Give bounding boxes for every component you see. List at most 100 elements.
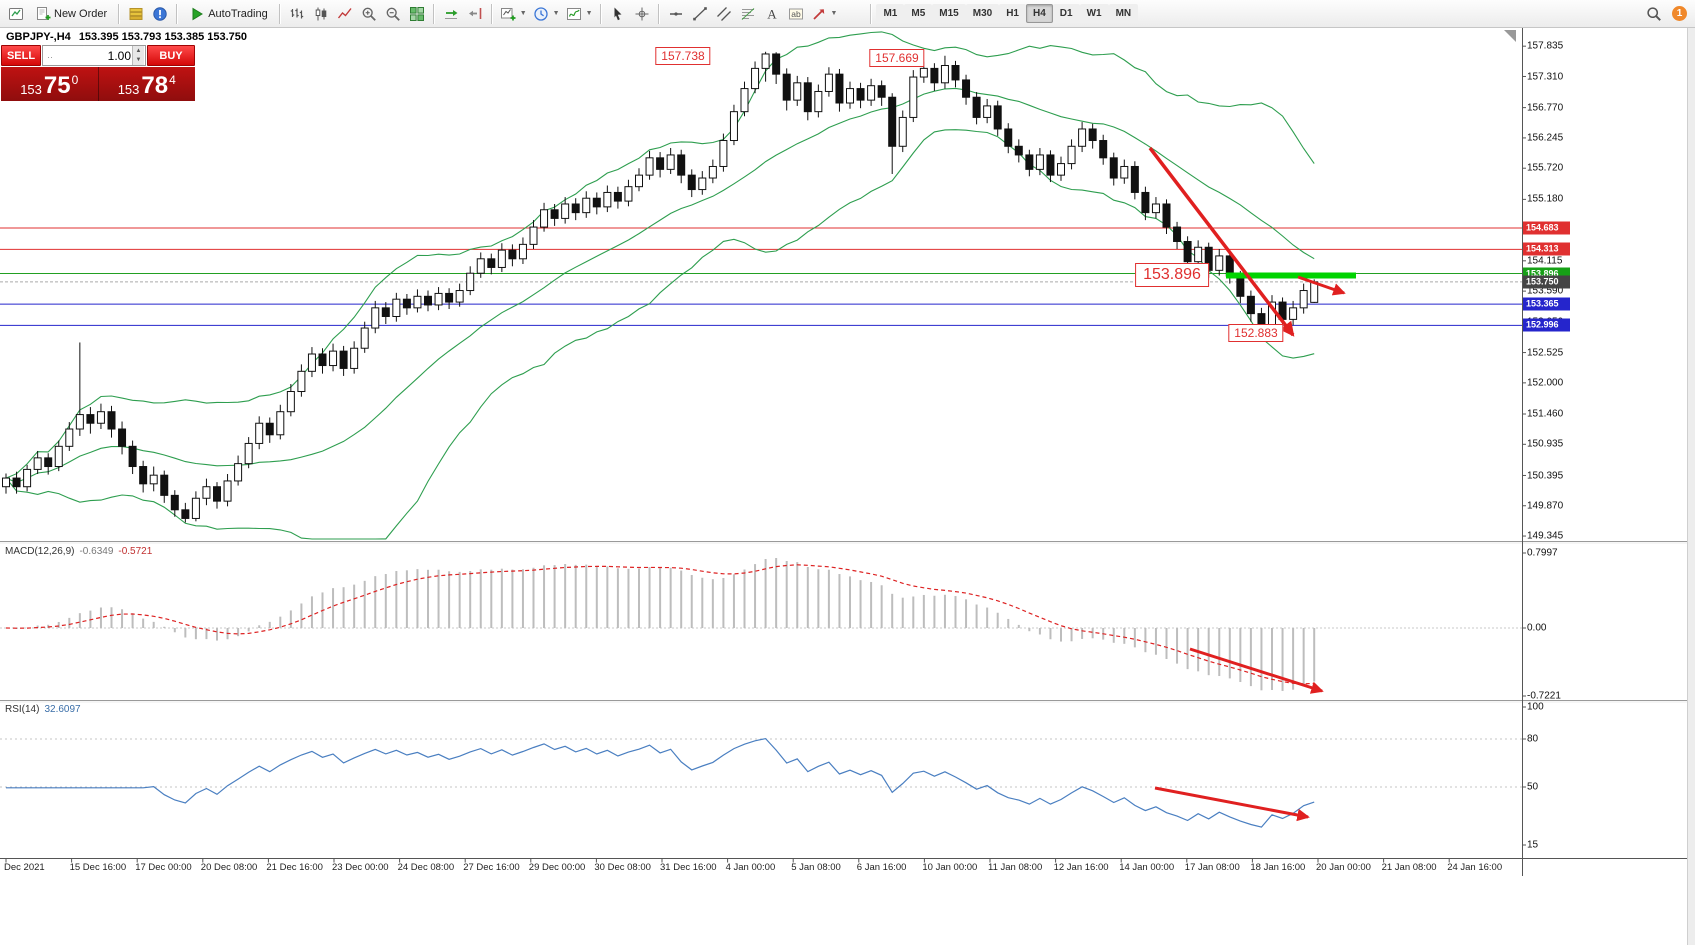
channel-tool-button[interactable] <box>712 3 736 25</box>
sell-price-pips: 75 <box>43 72 71 99</box>
price-tag-153.365: 153.365 <box>1523 297 1570 311</box>
market-watch-button[interactable] <box>124 3 148 25</box>
vertical-scrollbar[interactable] <box>1687 28 1695 945</box>
arrows-tool-icon <box>811 6 827 22</box>
notification-badge[interactable]: 1 <box>1672 6 1687 21</box>
period-clock-icon <box>533 6 549 22</box>
data-window-button[interactable] <box>148 3 172 25</box>
autotrading-button[interactable]: AutoTrading <box>182 3 275 25</box>
trendline-tool-button[interactable] <box>688 3 712 25</box>
volume-spin-buttons[interactable]: ▲ ▼ <box>132 46 144 65</box>
indicators-icon <box>566 6 582 22</box>
line-chart-button[interactable] <box>333 3 357 25</box>
time-axis-label: 4 Jan 00:00 <box>725 862 776 873</box>
macd-axis-label: 0.7997 <box>1527 547 1558 559</box>
price-annotation-157.669[interactable]: 157.669 <box>869 49 925 67</box>
price-annotation-152.883[interactable]: 152.883 <box>1228 324 1284 342</box>
time-axis-label: 17 Dec 00:00 <box>135 862 192 873</box>
fibo-icon <box>740 6 756 22</box>
autotrading-icon <box>189 6 205 22</box>
timeframe-h4[interactable]: H4 <box>1025 4 1053 23</box>
timeframe-h1[interactable]: H1 <box>999 4 1026 23</box>
new-order-button[interactable]: New Order <box>28 3 114 25</box>
fibonacci-tool-button[interactable] <box>736 3 760 25</box>
bollinger-bands <box>5 31 1315 540</box>
candlestick-chart-button[interactable] <box>309 3 333 25</box>
price-axis-label: 150.395 <box>1527 470 1564 481</box>
line-chart-icon <box>337 6 353 22</box>
toolbar-separator <box>657 3 660 24</box>
volume-stepper[interactable]: ‥ 1.00 ▲ ▼ <box>42 45 146 66</box>
timeframe-mn[interactable]: MN <box>1108 4 1139 23</box>
buy-price-display[interactable]: 153 78 4 <box>97 67 196 101</box>
new-chart-plus-icon <box>500 6 516 22</box>
volume-up-icon[interactable]: ▲ <box>132 46 144 56</box>
sell-button[interactable]: SELL <box>1 45 41 66</box>
time-axis-label: 12 Jan 16:00 <box>1053 862 1109 873</box>
toolbar-separator <box>432 3 435 24</box>
time-axis-label: 24 Dec 08:00 <box>397 862 455 873</box>
time-axis-label: Dec 2021 <box>4 862 45 873</box>
text-tool-button[interactable]: A <box>760 3 784 25</box>
sell-price-base: 153 <box>20 82 42 97</box>
rsi-name: RSI(14) <box>5 704 40 715</box>
chart-shift-button[interactable] <box>463 3 487 25</box>
symbol-header: GBPJPY-,H4 153.395 153.793 153.385 153.75… <box>6 31 247 43</box>
price-axis-label: 154.115 <box>1527 255 1563 267</box>
ohlc-bars-icon <box>289 6 305 22</box>
macd-indicator-label: MACD(12,26,9) -0.6349 -0.5721 <box>5 546 152 557</box>
time-axis-label: 20 Dec 08:00 <box>200 862 258 873</box>
bid-ask-display: 153 75 0 153 78 4 <box>1 67 195 101</box>
timeframe-w1[interactable]: W1 <box>1079 4 1109 23</box>
price-tag-154.313: 154.313 <box>1523 242 1570 256</box>
label-tool-button[interactable]: ab <box>784 3 808 25</box>
tile-windows-button[interactable] <box>405 3 429 25</box>
timeframe-m5[interactable]: M5 <box>904 4 933 23</box>
dropdown-caret-icon: ▼ <box>552 10 560 17</box>
candles-icon <box>313 6 329 22</box>
periods-dropdown[interactable]: ▼ <box>530 3 563 25</box>
trend-arrow-1 <box>1148 146 1295 337</box>
hline-icon <box>668 6 684 22</box>
crosshair-tool-button[interactable] <box>630 3 654 25</box>
toolbar-separator <box>870 3 873 24</box>
price-axis-label: 153.590 <box>1527 285 1564 297</box>
price-annotation-157.738[interactable]: 157.738 <box>655 47 711 65</box>
search-button[interactable] <box>1642 3 1666 25</box>
new-chart-dropdown[interactable]: ▼ <box>497 3 530 25</box>
hline-tool-button[interactable] <box>664 3 688 25</box>
zoom-out-button[interactable] <box>381 3 405 25</box>
new-chart-button[interactable] <box>4 3 28 25</box>
volume-down-icon[interactable]: ▼ <box>132 55 144 65</box>
rsi-indicator-label: RSI(14) 32.6097 <box>5 704 81 715</box>
macd-axis-label: -0.7221 <box>1527 690 1561 702</box>
timeframe-m1[interactable]: M1 <box>876 4 905 23</box>
time-axis-label: 30 Dec 08:00 <box>594 862 651 873</box>
arrows-tool-button[interactable]: ▼ <box>808 3 841 25</box>
auto-scroll-button[interactable] <box>439 3 463 25</box>
indicators-dropdown[interactable]: ▼ <box>563 3 596 25</box>
cursor-tool-button[interactable] <box>606 3 630 25</box>
buy-price-pips: 78 <box>141 72 169 99</box>
zoom-in-icon <box>361 6 377 22</box>
dropdown-caret-icon: ▼ <box>830 10 838 17</box>
timeframe-m30[interactable]: M30 <box>965 4 1000 23</box>
market-watch-icon <box>128 6 144 22</box>
bar-chart-button[interactable] <box>285 3 309 25</box>
time-axis-label: 24 Jan 16:00 <box>1447 862 1503 873</box>
timeframe-m15[interactable]: M15 <box>932 4 966 23</box>
timeframe-d1[interactable]: D1 <box>1052 4 1080 23</box>
chart-shift-marker <box>1504 30 1516 42</box>
sell-price-display[interactable]: 153 75 0 <box>1 67 98 101</box>
buy-button[interactable]: BUY <box>147 45 195 66</box>
zoom-in-button[interactable] <box>357 3 381 25</box>
toolbar-separator <box>118 3 121 24</box>
price-tag-154.683: 154.683 <box>1523 221 1570 235</box>
candles-layer <box>2 51 1319 523</box>
toolbar-separator <box>490 3 493 24</box>
trend-arrows[interactable] <box>1148 146 1346 822</box>
price-annotation-153.896[interactable]: 153.896 <box>1135 263 1209 287</box>
toolbar-separator <box>176 3 179 24</box>
